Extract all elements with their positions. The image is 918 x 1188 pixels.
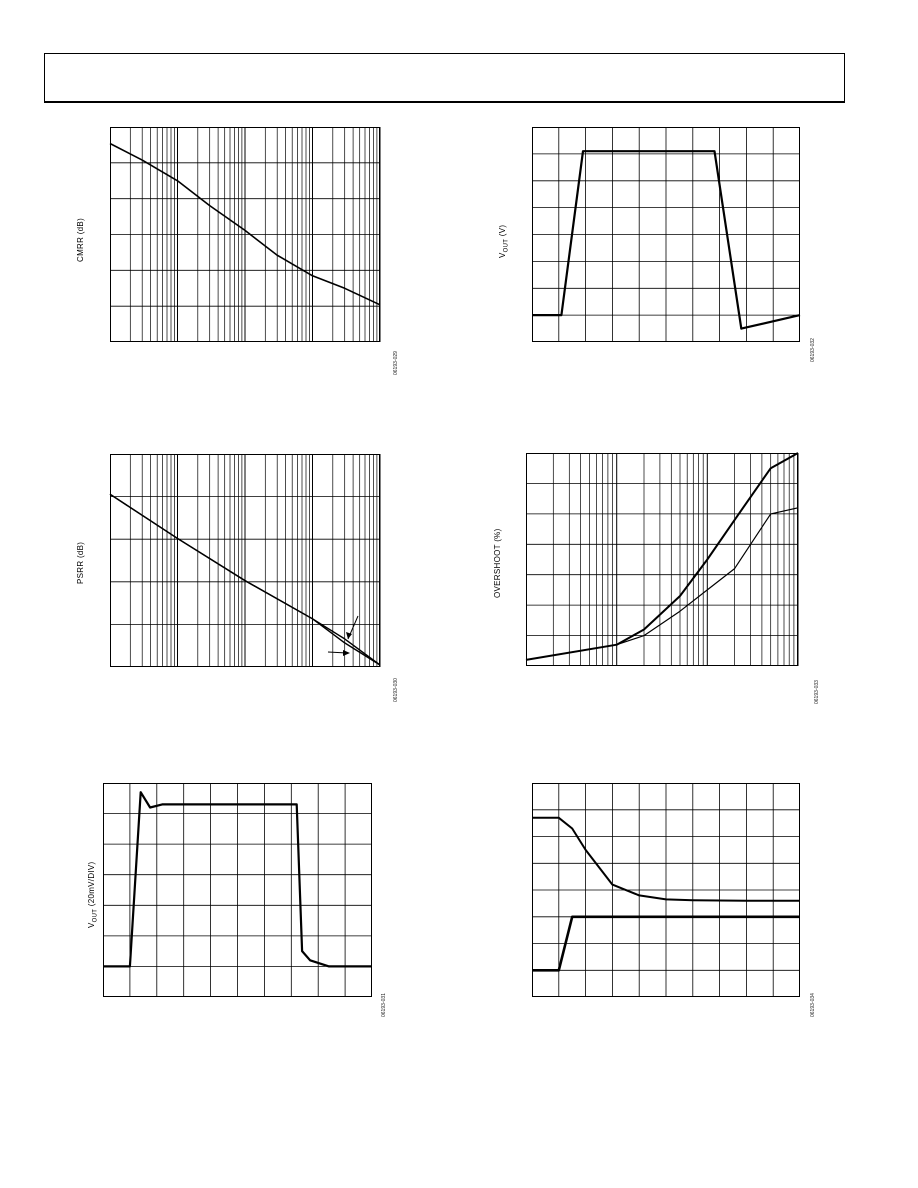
series-line-0 [525,452,799,661]
vout-small-signal-y-label: VOUT (20mV/DIV) [87,861,99,928]
figure-code-031: 06193-031 [381,993,387,1017]
figure-code-029: 06193-029 [393,351,399,375]
figure-code-032: 06193-032 [810,338,816,362]
cmrr-plot [109,127,381,342]
page-header-box [44,53,845,103]
series-line-0 [532,816,800,902]
figure-code-033: 06193-033 [814,680,820,704]
grid [110,454,381,667]
psrr-y-label: PSRR (dB) [76,541,85,584]
dual-trace-step-plot [532,783,800,997]
plot-frame [532,783,800,997]
series-line-0 [532,150,801,330]
overshoot-y-label: OVERSHOOT (%) [493,528,502,598]
cmrr-y-label: CMRR (dB) [76,217,85,262]
plot-frame [110,127,380,342]
series-line-1 [532,915,800,972]
grid [103,783,372,997]
arrow-head [343,650,350,656]
figure-code-034: 06193-034 [810,993,816,1017]
grid [532,127,800,342]
series-line-1 [525,507,799,661]
vout-small-signal-plot [103,783,372,997]
plot-frame [110,454,380,667]
psrr-plot [109,454,381,667]
series-line-0 [103,791,372,968]
vout-step-plot [532,127,801,342]
figure-code-030: 06193-030 [393,678,399,702]
arrow-head [346,632,352,639]
plot-frame [532,127,800,342]
plot-frame [103,783,372,997]
series-line-1 [109,493,381,666]
plot-frame [526,453,798,666]
grid [526,453,799,666]
vout-y-label: VOUT (V) [498,224,510,258]
series-line-0 [109,142,381,306]
overshoot-plot [525,452,799,666]
grid [110,127,381,342]
grid [532,783,800,997]
